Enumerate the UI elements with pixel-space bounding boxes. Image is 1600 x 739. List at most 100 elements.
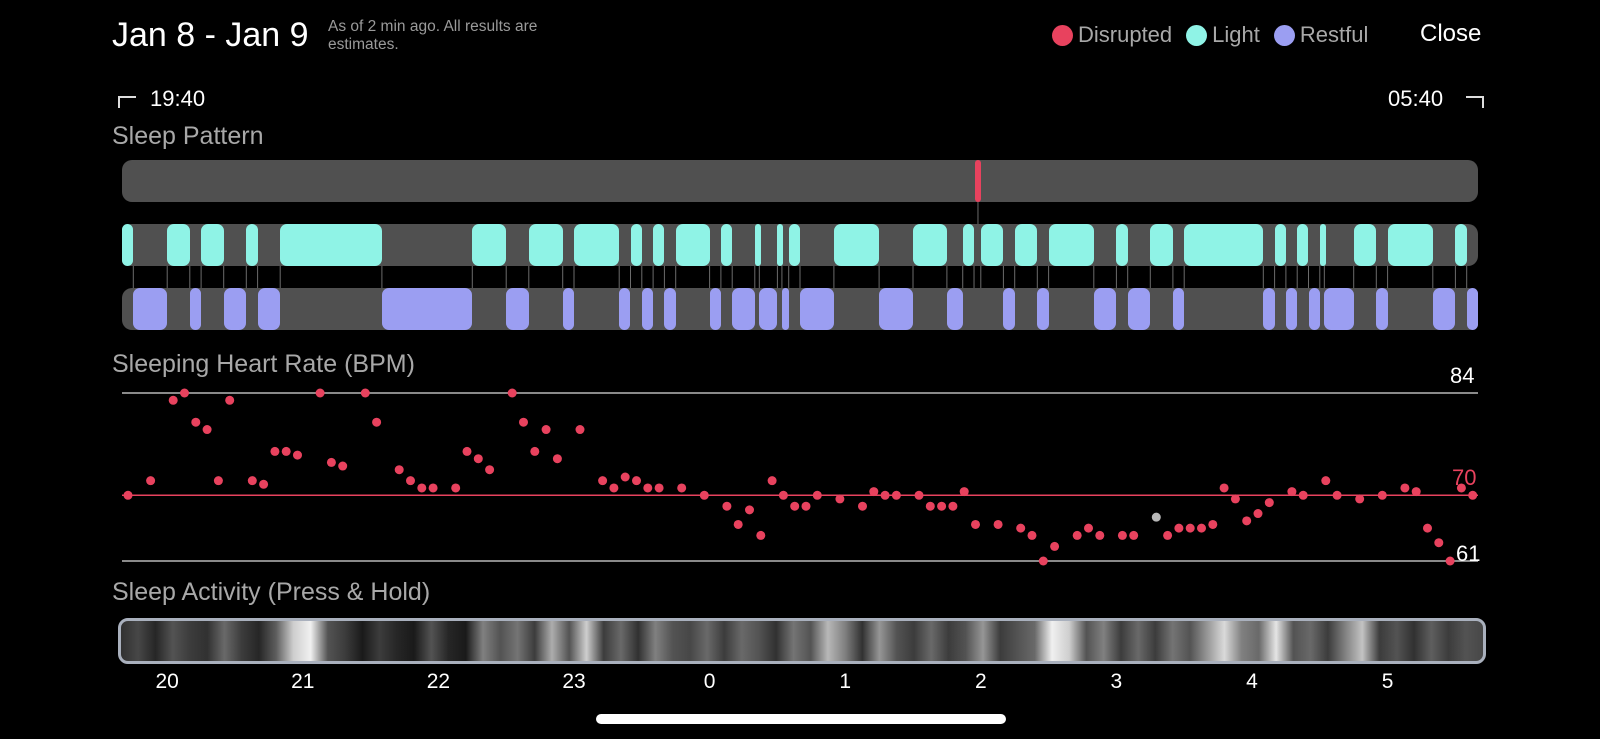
light-segment[interactable] bbox=[280, 224, 382, 266]
light-segment[interactable] bbox=[1116, 224, 1128, 266]
light-segment[interactable] bbox=[528, 224, 563, 266]
start-bracket-icon bbox=[118, 96, 136, 108]
restful-segment[interactable] bbox=[619, 288, 631, 330]
restful-segment[interactable] bbox=[946, 288, 963, 330]
light-segment[interactable] bbox=[980, 224, 1004, 266]
restful-segment[interactable] bbox=[562, 288, 574, 330]
restful-segment[interactable] bbox=[1127, 288, 1151, 330]
restful-segment[interactable] bbox=[1324, 288, 1354, 330]
legend-item-light: Light bbox=[1186, 22, 1260, 48]
restful-segment[interactable] bbox=[1308, 288, 1320, 330]
restful-segment[interactable] bbox=[664, 288, 676, 330]
light-segment[interactable] bbox=[1297, 224, 1309, 266]
light-segment[interactable] bbox=[1353, 224, 1377, 266]
light-segment[interactable] bbox=[1150, 224, 1173, 266]
restful-segment[interactable] bbox=[506, 288, 529, 330]
restful-segment[interactable] bbox=[189, 288, 202, 330]
restful-segment[interactable] bbox=[759, 288, 778, 330]
sleep-activity-strip[interactable] bbox=[118, 618, 1486, 664]
hr-point bbox=[541, 425, 551, 435]
light-segment[interactable] bbox=[788, 224, 800, 266]
hr-max-label: 84 bbox=[1450, 363, 1475, 388]
light-segment[interactable] bbox=[1319, 224, 1326, 266]
restful-segment[interactable] bbox=[1432, 288, 1456, 330]
light-segment[interactable] bbox=[167, 224, 190, 266]
restful-segment[interactable] bbox=[879, 288, 913, 330]
light-dot-icon bbox=[1186, 24, 1208, 46]
heart-rate-title: Sleeping Heart Rate (BPM) bbox=[112, 350, 415, 378]
restful-segment[interactable] bbox=[257, 288, 281, 330]
light-segment[interactable] bbox=[1048, 224, 1094, 266]
light-segment[interactable] bbox=[1387, 224, 1433, 266]
x-axis-tick: 3 bbox=[1110, 670, 1123, 693]
sleep-activity-title: Sleep Activity (Press & Hold) bbox=[112, 578, 431, 606]
light-segment[interactable] bbox=[246, 224, 258, 266]
light-segment[interactable] bbox=[1455, 224, 1467, 266]
x-axis-tick: 5 bbox=[1381, 670, 1394, 693]
hr-point bbox=[485, 465, 495, 475]
hr-point bbox=[180, 388, 189, 398]
light-segment[interactable] bbox=[630, 224, 642, 266]
light-segment[interactable] bbox=[201, 224, 224, 266]
hr-point bbox=[1174, 523, 1184, 533]
hr-point bbox=[654, 483, 664, 493]
hr-point bbox=[372, 417, 382, 427]
restful-segment[interactable] bbox=[1003, 288, 1015, 330]
light-segment[interactable] bbox=[574, 224, 620, 266]
hr-point bbox=[1445, 556, 1455, 566]
close-button[interactable]: Close bbox=[1420, 20, 1482, 47]
home-indicator[interactable] bbox=[596, 714, 1006, 724]
hr-min-label: 61 bbox=[1456, 541, 1481, 566]
restful-segment[interactable] bbox=[133, 288, 168, 330]
light-segment[interactable] bbox=[833, 224, 880, 266]
light-segment[interactable] bbox=[122, 224, 134, 266]
x-axis-tick: 23 bbox=[562, 670, 586, 693]
restful-segment[interactable] bbox=[1093, 288, 1117, 330]
restful-segment[interactable] bbox=[732, 288, 755, 330]
light-segment[interactable] bbox=[1014, 224, 1038, 266]
restful-segment[interactable] bbox=[1466, 288, 1478, 330]
restful-segment[interactable] bbox=[223, 288, 247, 330]
hr-point bbox=[519, 417, 528, 427]
hr-point bbox=[1377, 490, 1387, 500]
light-segment[interactable] bbox=[913, 224, 947, 266]
x-axis-tick: 20 bbox=[155, 670, 179, 693]
light-segment[interactable] bbox=[962, 224, 975, 266]
restful-track[interactable] bbox=[122, 288, 1478, 330]
disrupted-track[interactable] bbox=[122, 160, 1478, 202]
hr-point bbox=[552, 454, 562, 464]
restful-segment[interactable] bbox=[1037, 288, 1049, 330]
light-segment[interactable] bbox=[777, 224, 784, 266]
light-segment[interactable] bbox=[472, 224, 507, 266]
light-segment[interactable] bbox=[653, 224, 665, 266]
hr-point bbox=[123, 490, 133, 500]
hr-point bbox=[1242, 516, 1252, 526]
estimate-subtitle: As of 2 min ago. All results are estimat… bbox=[328, 18, 538, 53]
restful-segment[interactable] bbox=[781, 288, 789, 330]
restful-segment[interactable] bbox=[641, 288, 654, 330]
hr-point bbox=[733, 519, 743, 529]
hr-point bbox=[406, 476, 415, 486]
hr-point bbox=[1117, 530, 1127, 540]
x-axis-tick: 4 bbox=[1246, 670, 1258, 693]
light-segment[interactable] bbox=[754, 224, 761, 266]
light-segment[interactable] bbox=[720, 224, 733, 266]
restful-segment[interactable] bbox=[709, 288, 721, 330]
restful-segment[interactable] bbox=[1263, 288, 1275, 330]
disrupted-segment[interactable] bbox=[975, 160, 982, 202]
restful-segment[interactable] bbox=[381, 288, 473, 330]
hr-point bbox=[778, 490, 788, 500]
restful-segment[interactable] bbox=[1376, 288, 1388, 330]
hr-point bbox=[959, 487, 969, 497]
restful-segment[interactable] bbox=[800, 288, 834, 330]
light-segment[interactable] bbox=[1184, 224, 1264, 266]
restful-segment[interactable] bbox=[1285, 288, 1298, 330]
hr-point bbox=[202, 425, 212, 435]
light-segment[interactable] bbox=[675, 224, 710, 266]
restful-segment[interactable] bbox=[1172, 288, 1185, 330]
light-segment[interactable] bbox=[1274, 224, 1286, 266]
light-track[interactable] bbox=[122, 224, 1478, 266]
hr-point bbox=[914, 490, 924, 500]
end-time: 05:40 bbox=[1388, 86, 1444, 111]
